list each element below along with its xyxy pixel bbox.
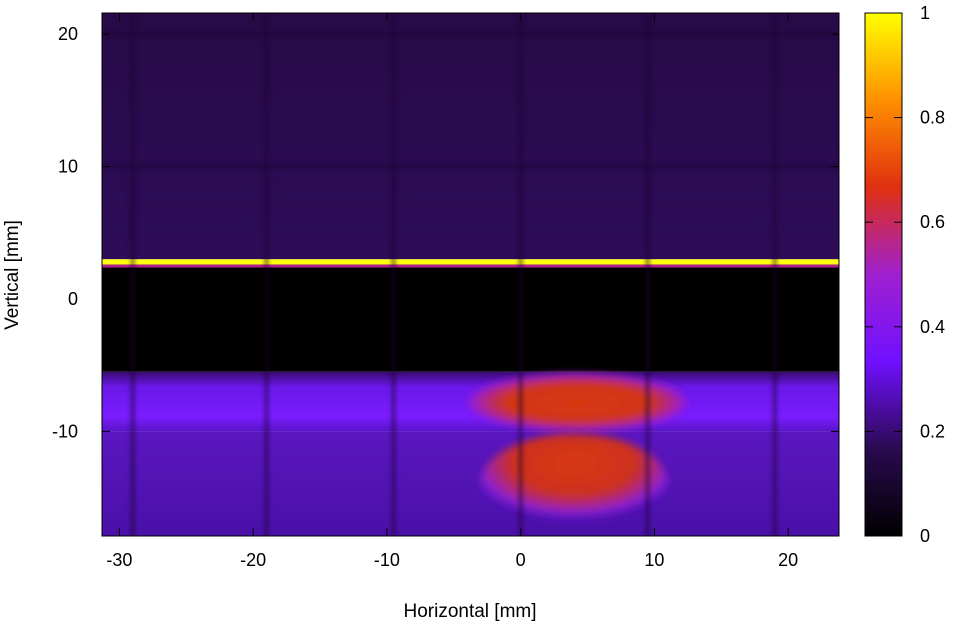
bright-line-edge xyxy=(102,264,839,268)
x-tick-label: 10 xyxy=(644,550,664,570)
x-tick-label: -20 xyxy=(240,550,266,570)
y-tick-label: 0 xyxy=(68,289,78,309)
region-beam-core-lower xyxy=(480,434,668,531)
plot-area xyxy=(102,13,839,536)
y-tick-label: 20 xyxy=(58,24,78,44)
plot-frame xyxy=(101,12,840,537)
region-bright-line xyxy=(102,259,839,265)
colorbar-tick-label: 0.4 xyxy=(920,317,945,337)
colorbar-axis: 1 0.8 0.6 0.4 0.2 0 xyxy=(865,3,945,546)
region-upper-background xyxy=(102,13,839,260)
colorbar-tick-label: 1 xyxy=(920,3,930,23)
colorbar-tick-label: 0 xyxy=(920,526,930,546)
x-tick-label: -10 xyxy=(374,550,400,570)
y-tick-label: -10 xyxy=(52,421,78,441)
colorbar-tick-label: 0.8 xyxy=(920,108,945,128)
y-tick-label: 10 xyxy=(58,157,78,177)
x-tick-label: -30 xyxy=(106,550,132,570)
x-axis-label: Horizontal [mm] xyxy=(403,601,536,622)
region-lower-background xyxy=(102,431,839,536)
colorbar xyxy=(864,12,903,537)
y-axis-label: Vertical [mm] xyxy=(2,220,23,330)
x-tick-label: 0 xyxy=(516,550,526,570)
mesh-shadow xyxy=(102,13,839,536)
colorbar-tick-label: 0.6 xyxy=(920,212,945,232)
x-tick-label: 20 xyxy=(778,550,798,570)
region-beam-core-upper xyxy=(467,373,688,432)
region-dark-band xyxy=(102,264,839,372)
x-axis: -30 -20 -10 0 10 20 xyxy=(106,13,798,570)
colorbar-tick-label: 0.2 xyxy=(920,421,945,441)
y-axis: 20 10 0 -10 xyxy=(52,24,839,441)
